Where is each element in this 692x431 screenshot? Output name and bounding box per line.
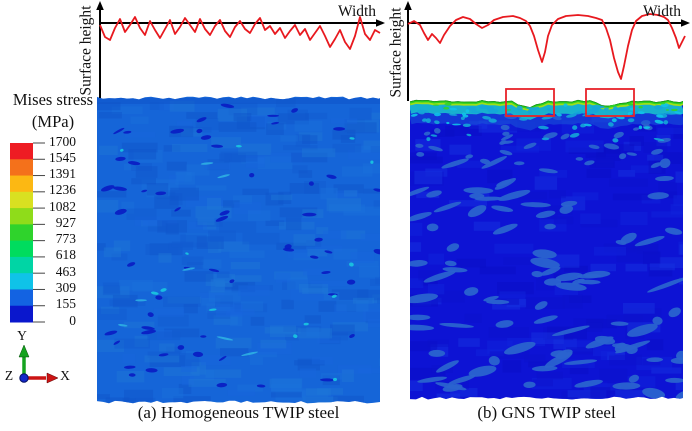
legend-tick-927: 927	[55, 214, 76, 230]
width-label-b: Width	[642, 3, 682, 20]
legend-units: (MPa)	[31, 112, 75, 131]
legend-tick-1082: 1082	[49, 198, 76, 214]
caption-b: (b) GNS TWIP steel	[477, 403, 616, 422]
triad-y-label: Y	[17, 328, 27, 343]
legend-title: Mises stress	[12, 90, 94, 109]
legend-tick-1700: 1700	[49, 133, 76, 149]
legend-tick-463: 463	[55, 263, 76, 279]
legend-tick-1236: 1236	[49, 182, 76, 198]
profile-plot-a	[96, 1, 385, 98]
caption-a: (a) Homogeneous TWIP steel	[137, 403, 340, 422]
coordinate-triad	[18, 344, 59, 384]
legend-tick-618: 618	[55, 247, 76, 263]
legend-tick-309: 309	[55, 280, 76, 295]
triad-z-label: Z	[4, 368, 14, 383]
surface-height-label-b: Surface height	[387, 7, 405, 98]
surface-height-label-a: Surface height	[77, 5, 95, 96]
legend-tick-0: 0	[69, 312, 76, 328]
legend-tick-1545: 1545	[49, 149, 76, 165]
legend-tick-1391: 1391	[49, 166, 76, 181]
contour-homogeneous	[97, 96, 380, 404]
profile-line-a	[99, 16, 381, 50]
triad-x-label: X	[60, 368, 70, 383]
legend-tick-155: 155	[55, 296, 76, 312]
legend-tick-773: 773	[55, 231, 76, 247]
highlight-rects	[505, 88, 635, 117]
contour-gns	[410, 99, 683, 400]
profile-plot-b	[404, 1, 690, 101]
profile-line-b	[407, 13, 686, 80]
colorbar	[10, 142, 45, 323]
width-label-a: Width	[337, 3, 377, 20]
